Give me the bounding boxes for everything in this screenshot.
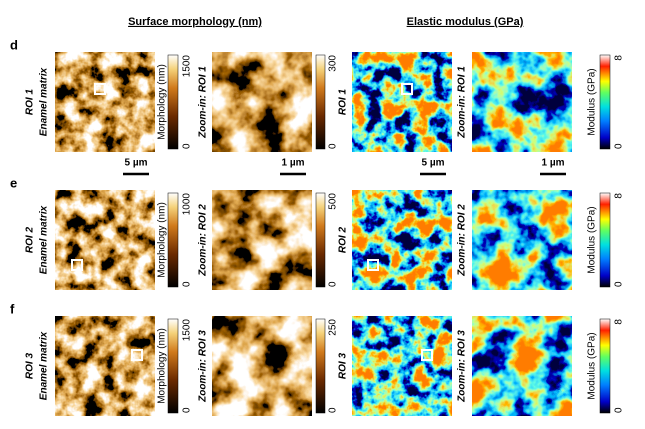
zoom-label: Zoom-in: ROI 3 xyxy=(198,330,209,403)
colorbar xyxy=(167,192,179,288)
afm-image xyxy=(472,190,572,290)
colorbar-label: Modulus (GPa) xyxy=(587,68,598,135)
colorbar-tick: 250 xyxy=(328,319,339,336)
header: Surface morphology (nm) xyxy=(128,16,262,28)
afm-image xyxy=(212,52,312,152)
colorbar-tick: 1500 xyxy=(182,319,193,342)
colorbar-label: Morphology (nm) xyxy=(157,64,168,140)
zoom-label: Zoom-in: ROI 2 xyxy=(457,204,468,277)
panel-letter: f xyxy=(10,301,15,316)
colorbar xyxy=(315,192,326,288)
roi-label: ROI 2 xyxy=(25,227,36,254)
colorbar-tick: 0 xyxy=(182,407,193,413)
roi-label: ROI 2 xyxy=(338,227,349,254)
colorbar-tick: 500 xyxy=(328,193,339,210)
roi-label: ROI 1 xyxy=(25,89,36,116)
colorbar xyxy=(315,318,326,414)
afm-image xyxy=(472,316,572,416)
zoom-label: Zoom-in: ROI 2 xyxy=(198,204,209,277)
panel-letter: d xyxy=(10,37,18,52)
afm-image xyxy=(55,316,155,416)
colorbar-tick: 8 xyxy=(614,319,625,325)
colorbar-tick: 0 xyxy=(614,281,625,287)
colorbar-tick: 0 xyxy=(182,281,193,287)
colorbar-tick: 0 xyxy=(328,143,339,149)
colorbar-tick: 8 xyxy=(614,55,625,61)
panel-letter: e xyxy=(10,175,17,190)
afm-image xyxy=(212,190,312,290)
roi-marker xyxy=(367,259,379,271)
afm-image xyxy=(55,52,155,152)
roi-marker xyxy=(421,349,433,361)
colorbar-tick: 0 xyxy=(328,281,339,287)
roi-label: ROI 1 xyxy=(338,89,349,116)
region-label: Enamel matrix xyxy=(39,331,50,400)
colorbar-label: Morphology (nm) xyxy=(157,328,168,404)
roi-marker xyxy=(71,259,83,271)
colorbar xyxy=(315,54,326,150)
zoom-label: Zoom-in: ROI 1 xyxy=(198,66,209,139)
colorbar-tick: 0 xyxy=(614,143,625,149)
zoom-label: Zoom-in: ROI 1 xyxy=(457,66,468,139)
colorbar xyxy=(167,318,179,414)
colorbar-tick: 0 xyxy=(182,143,193,149)
colorbar-label: Modulus (GPa) xyxy=(587,332,598,399)
colorbar-label: Modulus (GPa) xyxy=(587,206,598,273)
afm-image xyxy=(472,52,572,152)
roi-label: ROI 3 xyxy=(25,353,36,380)
colorbar xyxy=(599,192,611,288)
header: Elastic modulus (GPa) xyxy=(407,16,524,28)
scale-bar-label: 5 µm xyxy=(422,158,445,169)
afm-image xyxy=(212,316,312,416)
scale-bar-label: 5 µm xyxy=(125,158,148,169)
afm-image xyxy=(55,190,155,290)
colorbar-tick: 1500 xyxy=(182,55,193,78)
scale-bar-label: 1 µm xyxy=(542,158,565,169)
afm-image xyxy=(352,190,452,290)
scale-bar-label: 1 µm xyxy=(282,158,305,169)
afm-image xyxy=(352,316,452,416)
colorbar-tick: 0 xyxy=(328,407,339,413)
region-label: Enamel matrix xyxy=(39,67,50,136)
colorbar-tick: 300 xyxy=(328,55,339,72)
colorbar xyxy=(599,318,611,414)
roi-marker xyxy=(401,83,413,95)
region-label: Enamel matrix xyxy=(39,205,50,274)
afm-image xyxy=(352,52,452,152)
roi-marker xyxy=(94,83,106,95)
roi-marker xyxy=(131,349,143,361)
colorbar-tick: 1000 xyxy=(182,193,193,216)
roi-label: ROI 3 xyxy=(338,353,349,380)
colorbar-tick: 0 xyxy=(614,407,625,413)
colorbar xyxy=(167,54,179,150)
colorbar xyxy=(599,54,611,150)
colorbar-tick: 8 xyxy=(614,193,625,199)
colorbar-label: Morphology (nm) xyxy=(157,202,168,278)
zoom-label: Zoom-in: ROI 3 xyxy=(457,330,468,403)
